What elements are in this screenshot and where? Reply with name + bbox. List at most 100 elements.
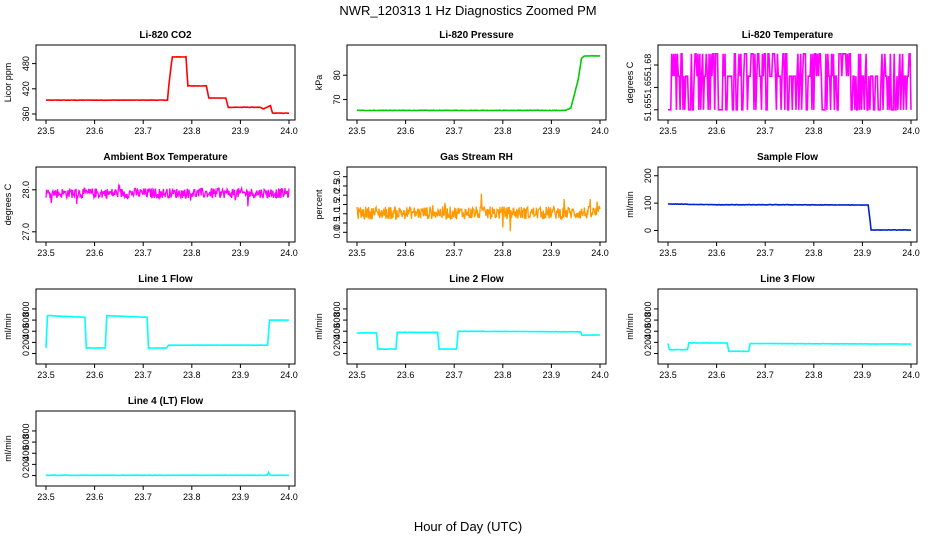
y-tick-label: 0 [643,228,653,233]
x-tick-label: 24.0 [280,370,298,380]
x-tick-label: 23.5 [37,248,55,258]
x-tick-label: 23.7 [134,492,152,502]
x-tick-label: 24.0 [591,370,609,380]
x-tick-label: 24.0 [902,248,920,258]
y-tick-label: 400 [21,324,31,339]
x-tick-label: 23.9 [232,126,250,136]
y-tick-label: 70 [332,94,342,104]
series-line [668,53,912,111]
y-tick-label: 0 [332,351,342,356]
y-tick-label: 0 [643,351,653,356]
x-tick-label: 23.8 [183,126,201,136]
x-tick-label: 24.0 [280,126,298,136]
panel-7: Line 2 Flow ml/min 23.5 23.6 23.7 23.8 23.9 24.… [314,274,609,380]
y-tick-label: 200 [643,335,653,350]
plot-frame [657,44,918,121]
x-tick-label: 23.6 [397,248,415,258]
y-tick-label: 400 [21,446,31,461]
plot-frame [657,166,918,243]
y-axis-label: ml/min [625,191,635,218]
panel-8: Line 3 Flow ml/min 23.5 23.6 23.7 23.8 23.9 24.… [625,274,920,380]
series-line [356,193,601,232]
y-tick-label: 0 [21,473,31,478]
x-tick-label: 23.8 [494,370,512,380]
x-tick-label: 23.7 [445,248,463,258]
x-tick-label: 23.8 [183,248,201,258]
y-tick-label: 600 [332,313,342,328]
y-tick-label: 28.0 [21,181,31,199]
x-tick-label: 23.9 [543,126,561,136]
plot-frame [35,410,296,487]
y-axis-label: ml/min [314,313,324,340]
x-tick-label: 23.6 [708,370,726,380]
x-tick-label: 23.5 [37,126,55,136]
y-tick-label: 200 [643,168,653,183]
x-tick-label: 24.0 [902,126,920,136]
panel-title: Line 2 Flow [449,274,504,285]
x-tick-label: 23.5 [659,370,677,380]
panel-3: Ambient Box Temperature degrees C 23.5 23.6… [3,152,298,258]
y-tick-label: 800 [643,301,653,316]
series-line [45,314,289,350]
x-tick-label: 24.0 [591,248,609,258]
plot-frame [35,288,296,365]
panel-2: Li-820 Temperature degrees C 23.5 23.6 23.7 2… [625,30,920,136]
x-tick-label: 23.9 [232,492,250,502]
figure-xlabel: Hour of Day (UTC) [414,519,522,534]
y-tick-label: 2.0 [332,189,342,202]
y-tick-label: 480 [21,56,31,71]
x-tick-label: 23.6 [708,248,726,258]
panel-4: Gas Stream RH percent 23.5 23.6 23.7 23.8 23.9… [314,152,609,258]
x-tick-label: 23.8 [805,248,823,258]
x-tick-label: 23.6 [708,126,726,136]
x-tick-label: 23.6 [86,492,104,502]
y-tick-label: 3.0 [332,170,342,183]
x-tick-label: 23.7 [445,370,463,380]
x-tick-label: 23.9 [854,248,872,258]
x-tick-label: 23.7 [134,248,152,258]
panel-5: Sample Flow ml/min 23.5 23.6 23.7 23.8 23.9 24.… [625,152,920,258]
series-line [45,182,290,207]
series-line [356,54,601,112]
y-tick-label: 80 [332,70,342,80]
x-tick-label: 23.5 [348,248,366,258]
plot-frame [346,288,607,365]
plot-frame [35,44,296,121]
plot-frame [657,288,918,365]
x-tick-label: 23.5 [659,248,677,258]
y-tick-label: 600 [21,435,31,450]
panel-title: Line 4 (LT) Flow [128,396,204,407]
series-line [667,203,912,232]
panel-title: Gas Stream RH [440,152,513,163]
y-tick-label: 400 [332,324,342,339]
y-tick-label: 800 [332,301,342,316]
y-tick-label: 800 [21,423,31,438]
x-tick-label: 23.8 [494,126,512,136]
x-tick-label: 23.7 [756,126,774,136]
panel-title: Li-820 CO2 [139,30,192,41]
panels: Li-820 CO2 Licor ppm 23.5 23.6 23.7 23.8 23.9 2… [3,30,920,502]
panel-title: Ambient Box Temperature [103,152,228,163]
x-tick-label: 23.7 [134,370,152,380]
panel-9: Line 4 (LT) Flow ml/min 23.5 23.6 23.7 23.8 23… [3,396,298,502]
y-tick-label: 2.5 [332,180,342,193]
x-tick-label: 23.9 [543,248,561,258]
y-axis-label: ml/min [625,313,635,340]
y-tick-label: 1.0 [332,208,342,221]
y-tick-label: 420 [21,81,31,96]
x-tick-label: 23.9 [232,370,250,380]
x-tick-label: 23.9 [232,248,250,258]
panel-title: Li-820 Pressure [439,30,514,41]
y-axis-label: ml/min [3,435,13,462]
panel-title: Line 1 Flow [138,274,193,285]
y-axis-label: degrees C [625,61,635,103]
x-tick-label: 23.7 [756,370,774,380]
x-tick-label: 23.6 [86,370,104,380]
x-tick-label: 23.5 [659,126,677,136]
x-tick-label: 23.8 [494,248,512,258]
y-axis-label: kPa [314,75,324,91]
x-tick-label: 23.9 [854,126,872,136]
y-tick-label: 360 [21,106,31,121]
